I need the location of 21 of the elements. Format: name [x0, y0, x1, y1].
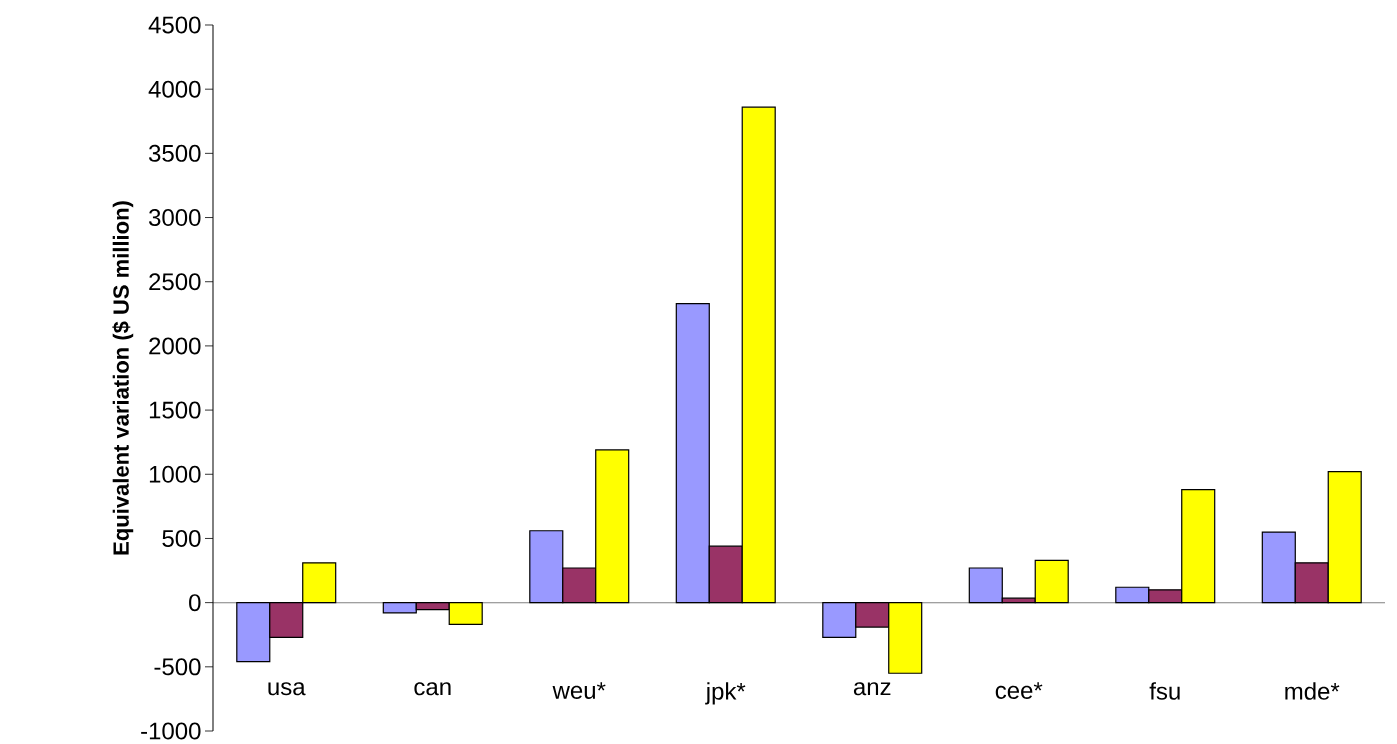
y-tick-label: 500 — [162, 529, 201, 547]
y-tick-label: 4500 — [148, 16, 201, 34]
x-tick-label: anz — [853, 682, 891, 696]
y-tick-label: 1500 — [149, 401, 201, 419]
y-tick-label: 3500 — [148, 144, 201, 162]
y-tick-label: 4000 — [148, 80, 201, 98]
x-tick-label: usa — [268, 682, 306, 696]
y-tick-label: 2000 — [149, 337, 201, 355]
x-tick-label: mde* — [1285, 682, 1340, 700]
x-tick-label: jpk* — [705, 682, 746, 705]
y-tick-label: -500 — [154, 658, 201, 676]
x-tick-label: cee* — [995, 682, 1043, 699]
y-tick-label: 2500 — [149, 273, 201, 291]
x-tick-label: weu* — [552, 682, 606, 699]
x-tick-label: fsu — [1149, 682, 1180, 700]
y-tick-label: 0 — [189, 594, 201, 612]
y-tick-label: 3000 — [148, 209, 201, 227]
y-axis-title: Equivalent variation ($ US million) — [112, 201, 134, 555]
y-tick-label: 1000 — [149, 465, 201, 483]
y-tick-label: -1000 — [141, 722, 201, 740]
x-tick-label: can — [414, 682, 451, 696]
